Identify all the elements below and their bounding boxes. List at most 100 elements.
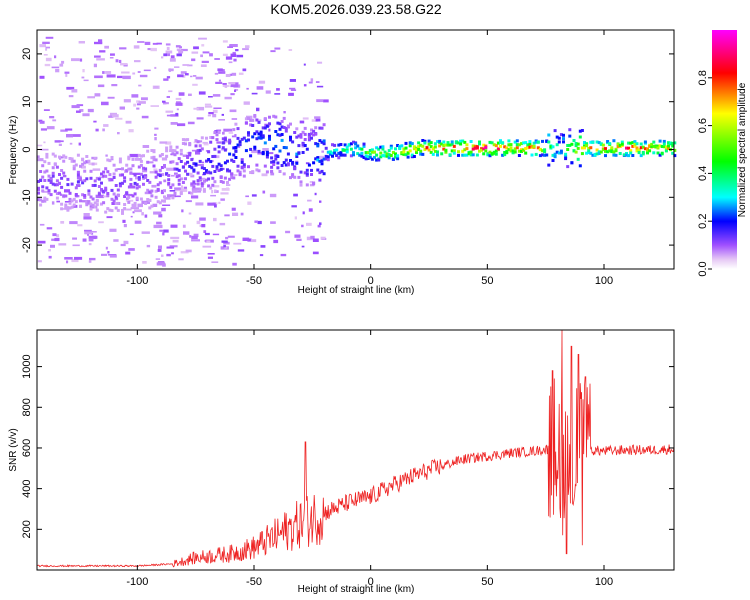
spectrogram-cell bbox=[356, 152, 360, 156]
spectrogram-cell bbox=[122, 219, 126, 223]
spectrogram-cell bbox=[74, 193, 78, 196]
spectrogram-cell bbox=[255, 130, 259, 134]
spectrogram-cell bbox=[465, 147, 469, 151]
spectrogram-cell bbox=[208, 96, 213, 98]
spectrogram-cell bbox=[167, 174, 171, 177]
spectrogram-cell bbox=[115, 117, 123, 120]
spectrogram-cell bbox=[247, 133, 250, 137]
spectrogram-cell bbox=[377, 158, 381, 162]
spectrogram-cell bbox=[165, 149, 169, 153]
spectrogram-cell bbox=[121, 211, 124, 215]
spectrogram-cell bbox=[280, 125, 284, 129]
spectrogram-cell bbox=[391, 151, 395, 154]
spectrogram-cell bbox=[197, 163, 204, 166]
spectrogram-cell bbox=[318, 159, 322, 163]
spectrogram-cell bbox=[211, 155, 215, 158]
spectrogram-cell bbox=[181, 209, 184, 213]
spectrogram-cell bbox=[89, 202, 93, 206]
spectrogram-cell bbox=[467, 152, 471, 156]
spectrogram-cell bbox=[53, 162, 57, 166]
spectrogram-cell bbox=[154, 133, 157, 136]
spectrogram-cell bbox=[536, 140, 540, 144]
spectrogram-cell bbox=[178, 92, 185, 96]
spectrogram-cell bbox=[121, 71, 130, 74]
spectrogram-cell bbox=[88, 243, 92, 246]
spectrogram-cell bbox=[43, 199, 47, 203]
spectrogram-cell bbox=[217, 169, 221, 172]
spectrogram-cell bbox=[55, 165, 59, 169]
spectrogram-cell bbox=[119, 47, 127, 50]
spectrogram-cell bbox=[172, 239, 179, 243]
spectrogram-cell bbox=[402, 150, 406, 154]
spectrogram-cell bbox=[214, 58, 220, 60]
spectrogram-cell bbox=[595, 140, 599, 144]
spectrogram-cell bbox=[174, 195, 181, 198]
spectrogram-cell bbox=[597, 152, 601, 155]
spectrogram-cell bbox=[61, 60, 65, 64]
spectrogram-cell bbox=[633, 140, 637, 144]
spectrogram-cell bbox=[299, 120, 305, 124]
spectrogram-cell bbox=[139, 163, 143, 167]
spectrogram-cell bbox=[148, 206, 152, 210]
spectrogram-cell bbox=[176, 53, 182, 57]
spectrogram-cell bbox=[109, 112, 117, 116]
spectrogram-cell bbox=[438, 139, 442, 143]
spectrogram-cell bbox=[307, 133, 311, 137]
spectrogram-cell bbox=[84, 229, 92, 232]
spectrogram-cell bbox=[236, 136, 240, 140]
spectrogram-cell bbox=[114, 202, 118, 205]
spectrogram-cell bbox=[192, 75, 197, 77]
spectrogram-cell bbox=[635, 149, 639, 153]
y-tick-label: 1000 bbox=[21, 354, 33, 378]
spectrogram-cell bbox=[135, 186, 139, 190]
spectrogram-cell bbox=[81, 200, 89, 203]
spectrogram-cell bbox=[580, 152, 584, 156]
spectrogram-cell bbox=[417, 141, 421, 145]
spectrogram-cell bbox=[289, 79, 296, 82]
spectrogram-cell bbox=[303, 84, 307, 87]
spectrogram-cell bbox=[83, 179, 87, 183]
spectrogram-cell bbox=[207, 202, 216, 206]
spectrogram-cell bbox=[597, 150, 601, 154]
spectrogram-cell bbox=[316, 142, 320, 146]
spectrogram-cell bbox=[217, 150, 221, 154]
spectrogram-cell bbox=[262, 148, 269, 152]
spectrogram-cell bbox=[129, 171, 133, 175]
spectrogram-cell bbox=[221, 141, 225, 145]
spectrogram-cell bbox=[307, 135, 311, 139]
spectrogram-cell bbox=[528, 142, 532, 146]
spectrogram-cell bbox=[196, 179, 200, 183]
spectrogram-cell bbox=[137, 176, 141, 180]
spectrogram-cell bbox=[658, 144, 662, 148]
spectrogram-cell bbox=[299, 180, 303, 184]
spectrogram-cell bbox=[124, 193, 133, 196]
spectrogram-cell bbox=[196, 149, 200, 153]
spectrogram-cell bbox=[509, 149, 513, 153]
spectrogram-cell bbox=[194, 189, 198, 193]
spectrogram-cell bbox=[387, 153, 391, 157]
spectrogram-cell bbox=[142, 178, 145, 180]
spectrogram-cell bbox=[77, 224, 83, 227]
spectrogram-cell bbox=[205, 178, 208, 182]
spectrogram-cell bbox=[196, 106, 205, 111]
spectrogram-cell bbox=[240, 160, 244, 164]
spectrogram-cell bbox=[234, 89, 239, 91]
spectrogram-cell bbox=[192, 162, 196, 166]
spectrogram-cell bbox=[218, 71, 226, 74]
spectrogram-cell bbox=[220, 198, 225, 201]
spectrogram-cell bbox=[257, 149, 261, 153]
spectrogram-cell bbox=[257, 151, 263, 155]
spectrogram-cell bbox=[104, 186, 108, 190]
spectrogram-cell bbox=[296, 238, 302, 241]
snr-frame bbox=[36, 329, 675, 571]
spectrogram-x-label: Height of straight line (km) bbox=[298, 285, 415, 296]
spectrogram-cell bbox=[391, 157, 395, 161]
spectrogram-cell bbox=[170, 224, 178, 228]
spectrogram-cell bbox=[156, 200, 160, 204]
spectrogram-cell bbox=[511, 151, 515, 155]
spectrogram-cell bbox=[610, 150, 614, 154]
spectrogram-cell bbox=[269, 235, 276, 239]
spectrogram-cell bbox=[486, 152, 490, 156]
spectrogram-cell bbox=[591, 140, 595, 144]
spectrogram-cell bbox=[173, 149, 177, 153]
